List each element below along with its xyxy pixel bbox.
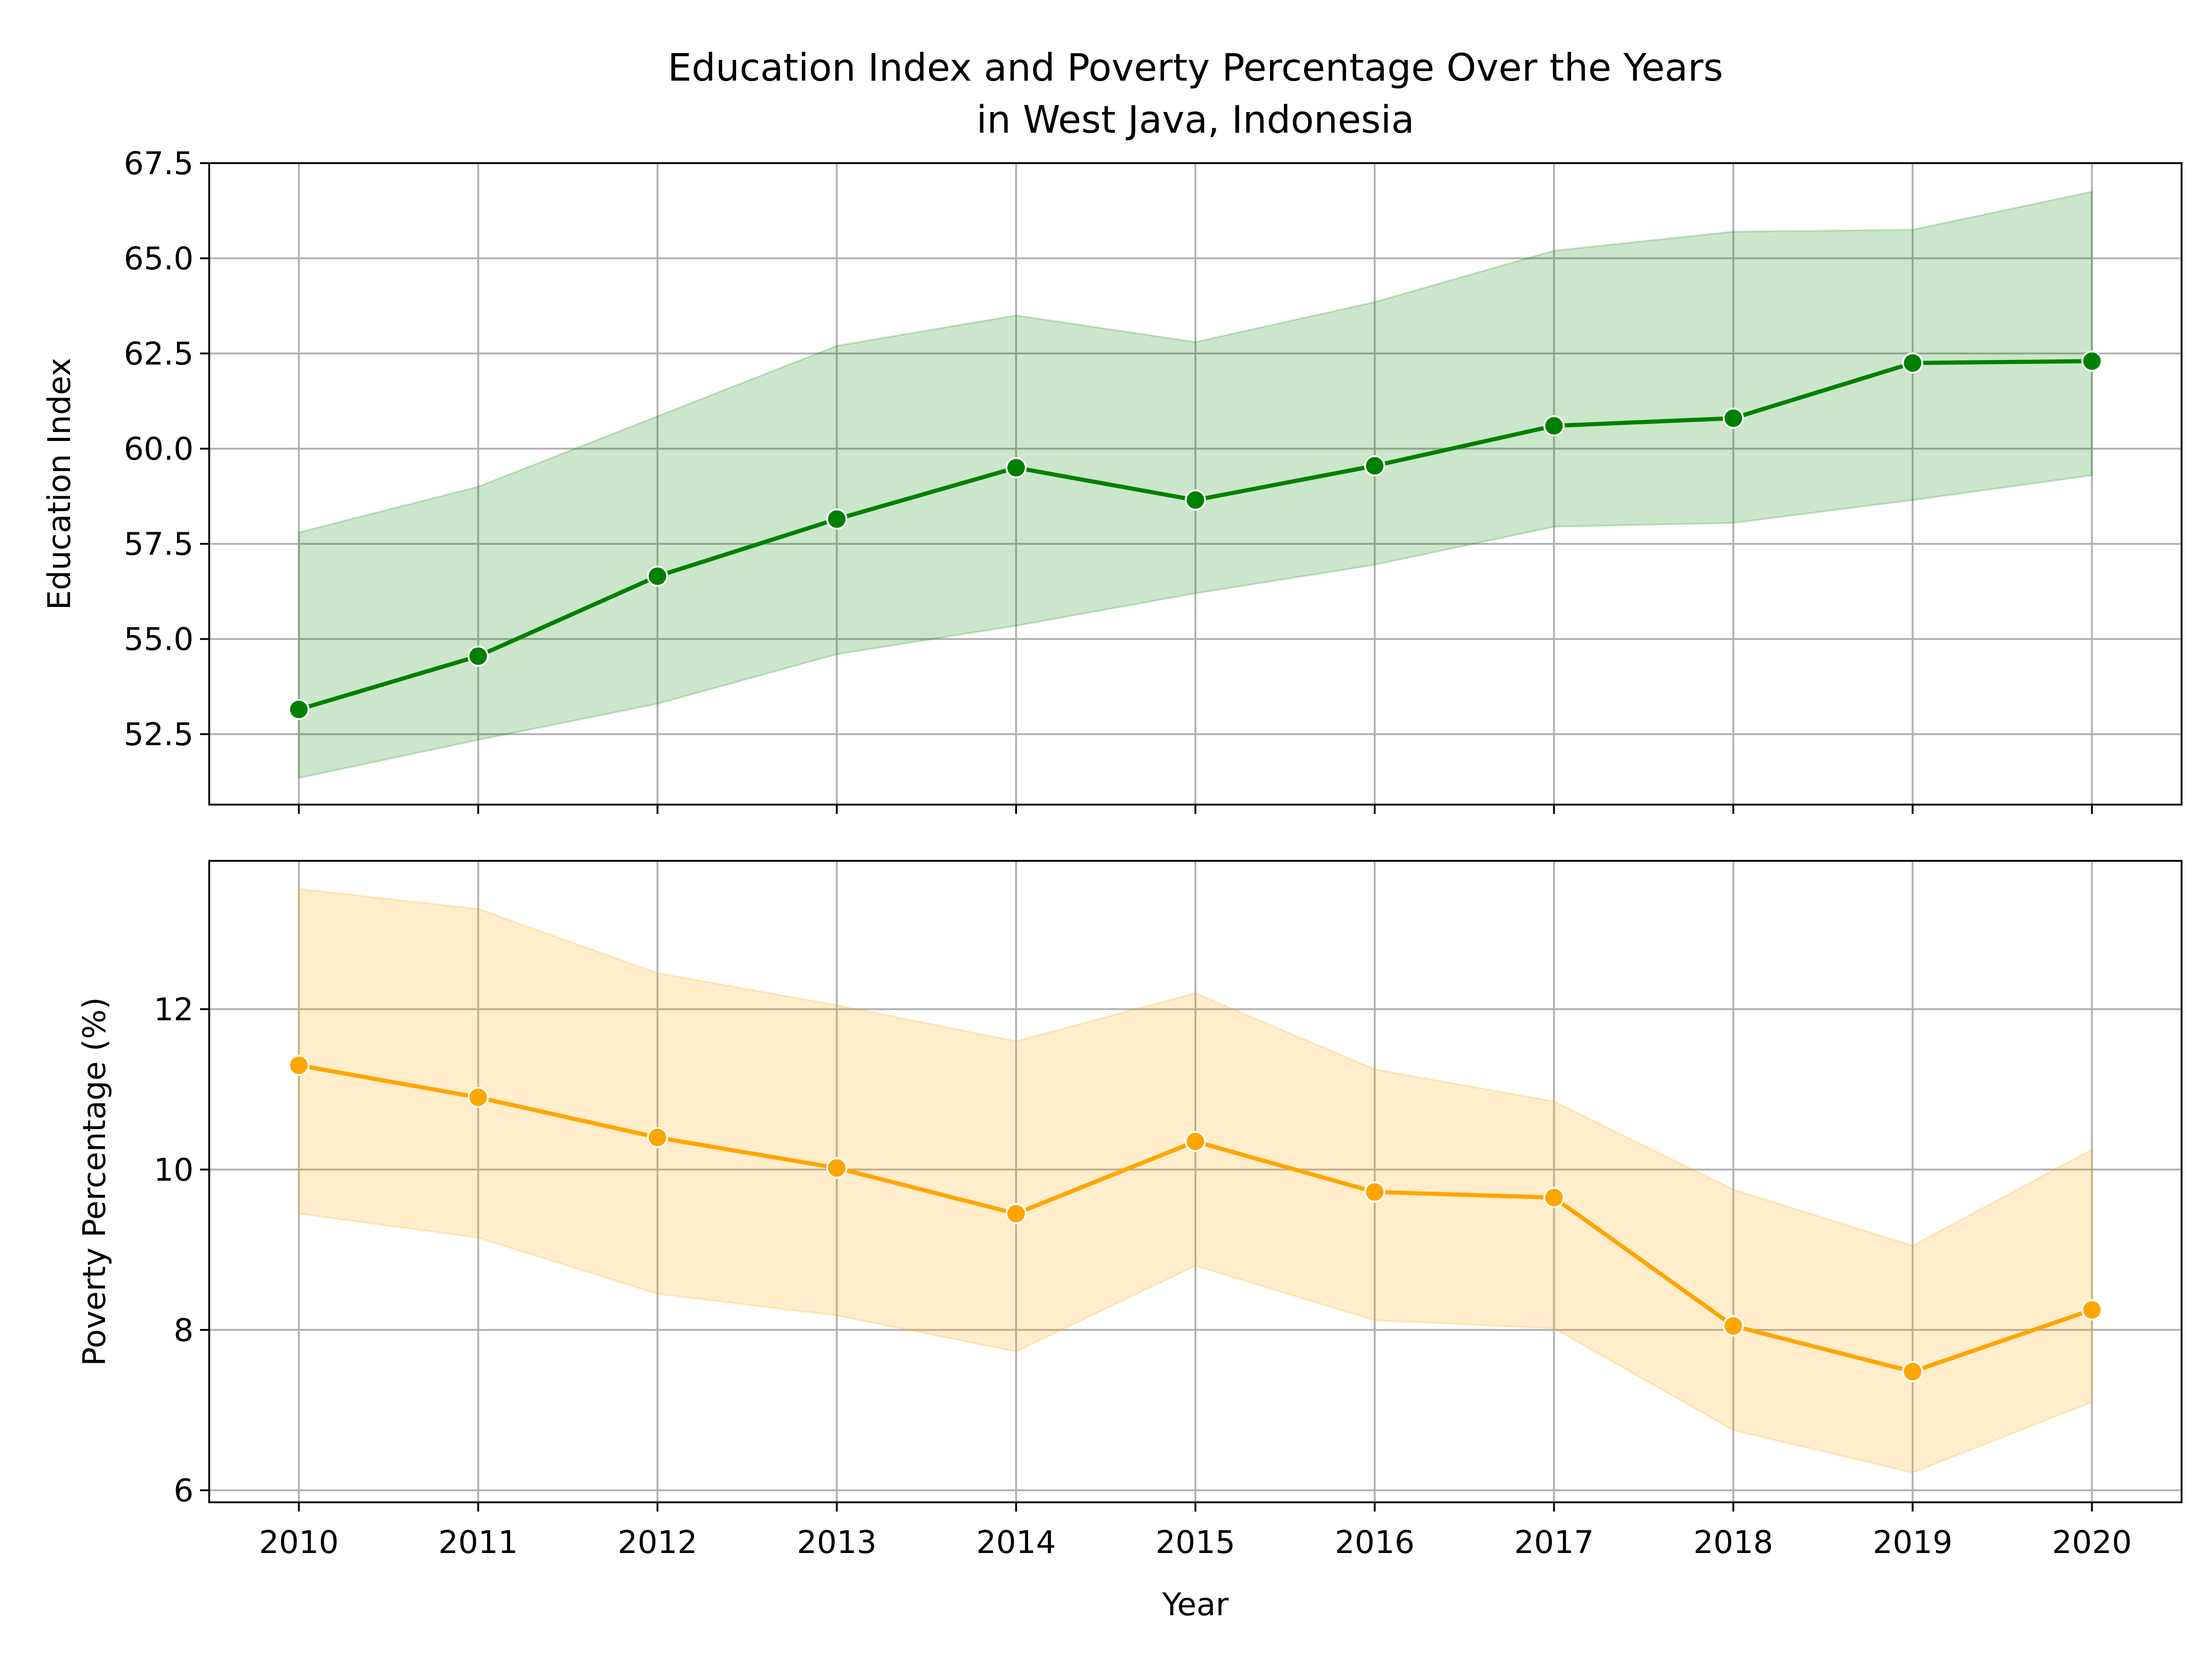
data-point: [467, 1087, 489, 1108]
data-point: [1723, 1315, 1744, 1337]
x-axis-label: Year: [1162, 1587, 1229, 1623]
data-point: [2081, 350, 2103, 372]
x-tick-label: 2020: [2052, 1524, 2132, 1561]
y-tick-label: 62.5: [124, 336, 194, 372]
data-point: [1364, 455, 1386, 477]
y-tick-label: 10: [153, 1152, 194, 1188]
x-tick-label: 2012: [618, 1524, 697, 1561]
y-tick-label: 55.0: [124, 622, 194, 658]
x-tick-label: 2015: [1155, 1524, 1235, 1561]
x-tick-label: 2018: [1694, 1524, 1773, 1561]
y-tick-label: 8: [174, 1312, 194, 1349]
confidence-band: [298, 888, 2093, 1474]
data-point: [1185, 1131, 1206, 1152]
x-tick-label: 2017: [1514, 1524, 1594, 1561]
data-point: [2081, 1299, 2103, 1321]
y-tick-label: 6: [174, 1473, 194, 1509]
data-point: [467, 645, 489, 667]
x-tick-label: 2013: [797, 1524, 877, 1561]
data-point: [1902, 1361, 1924, 1382]
confidence-band: [298, 190, 2093, 779]
x-tick-label: 2010: [259, 1524, 339, 1561]
y-tick-label: 67.5: [124, 146, 194, 182]
chart-title-line-2: in West Java, Indonesia: [977, 98, 1414, 142]
data-point: [647, 1127, 668, 1148]
data-point: [1543, 415, 1565, 437]
data-point: [288, 1054, 310, 1076]
y-tick-label: 52.5: [124, 717, 194, 753]
x-tick-label: 2019: [1873, 1524, 1953, 1561]
x-tick-label: 2011: [438, 1524, 518, 1561]
y-tick-label: 57.5: [124, 526, 194, 563]
data-point: [1543, 1187, 1565, 1208]
poverty-percentage-panel: 6 8 10 12 2010 2011 2012 2013 2014 2015 2016 2017 20…: [76, 860, 2183, 1561]
data-point: [1364, 1181, 1386, 1203]
y-tick-label: 60.0: [124, 431, 194, 468]
data-point: [1005, 1203, 1027, 1224]
y-tick-label: 12: [153, 992, 194, 1028]
y-axis-label: Education Index: [41, 358, 78, 610]
data-point: [826, 1157, 847, 1179]
y-axis-label: Poverty Percentage (%): [76, 997, 113, 1366]
y-tick-label: 65.0: [124, 241, 194, 277]
x-tick-label: 2014: [976, 1524, 1056, 1561]
chart-title-line-1: Education Index and Poverty Percentage O…: [668, 46, 1723, 90]
data-point: [288, 699, 310, 720]
data-point: [1005, 457, 1027, 478]
data-point: [1185, 489, 1206, 511]
data-point: [826, 508, 847, 530]
data-point: [1902, 352, 1924, 374]
education-index-panel: 52.5 55.0 57.5 60.0 62.5 65.0 67.5 Education In…: [41, 146, 2183, 814]
data-point: [1723, 407, 1744, 429]
x-tick-label: 2016: [1335, 1524, 1415, 1561]
data-point: [647, 565, 668, 587]
